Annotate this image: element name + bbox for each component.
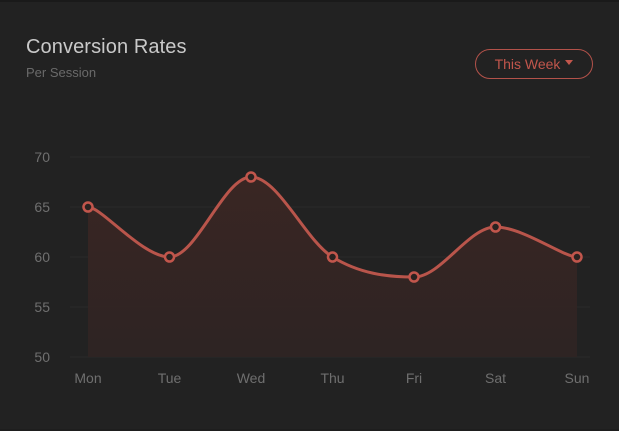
date-range-dropdown[interactable]: This Week [475,49,593,79]
caret-down-icon [565,59,574,65]
x-tick-label: Sun [565,370,590,386]
date-range-label: This Week [494,56,561,72]
x-tick-label: Mon [74,370,101,386]
data-points [82,171,583,283]
y-tick-label: 50 [34,349,50,365]
data-point-tue[interactable] [163,251,176,263]
x-axis: Mon Tue Wed Thu Fri Sat Sun [74,370,589,386]
x-tick-label: Thu [320,370,344,386]
data-point-fri[interactable] [408,271,420,283]
y-tick-label: 55 [34,299,50,315]
series-area-fill [88,177,577,357]
x-tick-label: Fri [406,370,422,386]
data-point-wed[interactable] [245,171,257,183]
y-tick-label: 60 [34,249,50,265]
y-tick-label: 65 [34,199,50,215]
data-point-sat[interactable] [489,221,502,233]
x-tick-label: Tue [158,370,182,386]
chart-subtitle: Per Session [26,65,97,80]
chart-title: Conversion Rates [26,36,187,58]
x-tick-label: Sat [485,370,506,386]
y-tick-label: 70 [34,149,50,165]
data-point-sun[interactable] [571,251,583,263]
x-tick-label: Wed [237,370,266,386]
data-point-mon[interactable] [82,201,94,213]
y-axis: 50 55 60 65 70 [34,149,50,365]
data-point-thu[interactable] [326,251,339,263]
